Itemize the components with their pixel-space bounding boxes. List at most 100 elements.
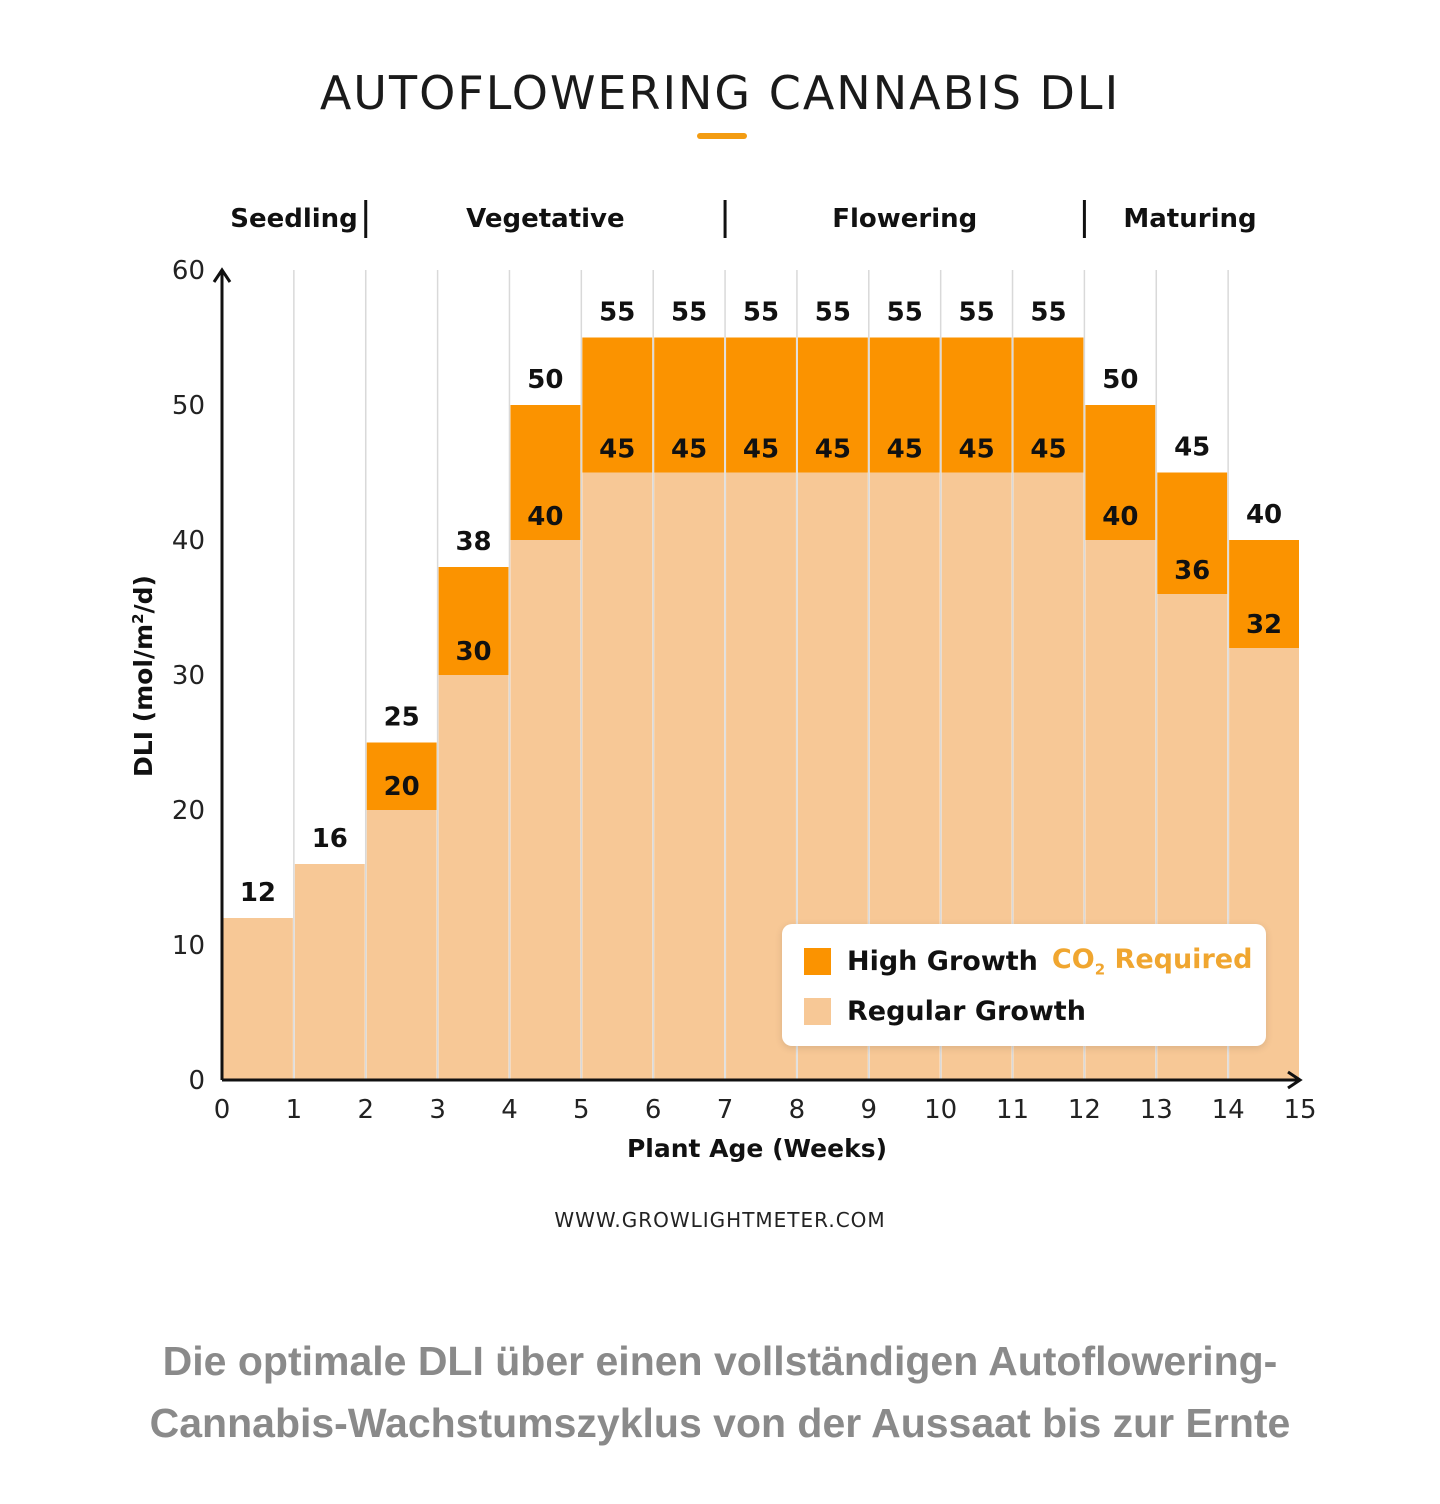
top-value-label: 55 — [815, 298, 851, 328]
bar-high-growth-week-6 — [582, 337, 653, 473]
phase-label-flowering: Flowering — [832, 204, 977, 234]
top-value-label: 55 — [887, 298, 923, 328]
top-value-label: 55 — [671, 298, 707, 328]
top-value-label: 16 — [312, 824, 348, 854]
x-axis-label: Plant Age (Weeks) — [627, 1134, 887, 1163]
y-tick-label: 10 — [172, 931, 205, 961]
y-axis-label: DLI (mol/m2/d) — [129, 575, 158, 777]
x-tick-label: 10 — [924, 1095, 957, 1125]
high-growth-label: High Growth — [847, 945, 1038, 977]
required-text: Required — [1114, 944, 1253, 975]
bar-high-growth-week-14 — [1157, 472, 1228, 594]
x-tick-label: 12 — [1068, 1095, 1101, 1125]
phase-labels: Seedling Vegetative Flowering Maturing — [230, 200, 1257, 238]
title-underline — [697, 133, 747, 139]
bar-high-growth-week-9 — [797, 337, 868, 473]
bar-high-growth-week-11 — [941, 337, 1012, 473]
regular-value-label: 45 — [887, 435, 923, 465]
axes — [212, 267, 1303, 1090]
top-value-label: 12 — [240, 878, 276, 908]
y-tick-label: 30 — [172, 661, 205, 691]
y-tick-label: 50 — [172, 391, 205, 421]
bar-high-growth-week-7 — [654, 337, 725, 473]
co2-subscript: 2 — [1094, 960, 1106, 979]
top-value-label: 50 — [527, 365, 563, 395]
x-tick-label: 13 — [1140, 1095, 1173, 1125]
bar-high-growth-week-3 — [366, 742, 437, 810]
top-value-label: 25 — [384, 703, 420, 733]
bar-regular-growth-week-7 — [654, 472, 725, 1080]
bar-regular-growth-week-3 — [366, 810, 437, 1080]
x-tick-label: 0 — [214, 1095, 231, 1125]
bar-high-growth-week-5 — [510, 405, 581, 540]
y-tick-label: 0 — [188, 1066, 205, 1096]
regular-value-label: 45 — [671, 435, 707, 465]
caption-line-2: Cannabis-Wachstumszyklus von der Aussaat… — [149, 1400, 1291, 1446]
x-tick-label: 3 — [429, 1095, 446, 1125]
regular-value-label: 36 — [1174, 556, 1210, 586]
co2-required-label: CO2 Required — [1052, 944, 1253, 978]
regular-value-label: 45 — [743, 435, 779, 465]
dli-chart: 1216252038305040554555455545554555455545… — [129, 200, 1317, 1163]
top-value-label: 50 — [1102, 365, 1138, 395]
regular-value-label: 40 — [527, 502, 563, 532]
x-tick-label: 9 — [861, 1095, 878, 1125]
y-tick-label: 20 — [172, 796, 205, 826]
x-tick-label: 15 — [1283, 1095, 1316, 1125]
x-tick-label: 1 — [286, 1095, 303, 1125]
legend-item-high-growth: High Growth CO2 Required — [804, 944, 1252, 978]
bar-high-growth-week-12 — [1013, 337, 1084, 473]
caption: Die optimale DLI über einen vollständige… — [0, 1330, 1440, 1454]
website-url: WWW.GROWLIGHTMETER.COM — [554, 1208, 886, 1232]
bar-regular-growth-week-4 — [438, 675, 509, 1080]
phase-label-maturing: Maturing — [1123, 204, 1256, 234]
x-tick-label: 11 — [996, 1095, 1029, 1125]
regular-value-label: 20 — [384, 772, 420, 802]
chart-title: AUTOFLOWERING CANNABIS DLI — [319, 66, 1121, 120]
top-value-label: 55 — [1030, 298, 1066, 328]
top-value-label: 38 — [455, 527, 491, 557]
co2-text: CO — [1051, 944, 1095, 975]
phase-label-seedling: Seedling — [230, 204, 358, 234]
regular-value-label: 32 — [1246, 610, 1282, 640]
bar-regular-growth-week-2 — [294, 864, 365, 1080]
top-value-label: 45 — [1174, 433, 1210, 463]
bar-regular-growth-week-6 — [582, 472, 653, 1080]
regular-value-label: 40 — [1102, 502, 1138, 532]
top-value-label: 40 — [1246, 500, 1282, 530]
bar-high-growth-week-4 — [438, 567, 509, 675]
y-tick-label: 40 — [172, 526, 205, 556]
top-value-label: 55 — [959, 298, 995, 328]
y-tick-label: 60 — [172, 256, 205, 286]
top-value-label: 55 — [743, 298, 779, 328]
x-tick-label: 7 — [717, 1095, 734, 1125]
bar-regular-growth-week-1 — [223, 918, 293, 1080]
bar-high-growth-week-10 — [869, 337, 940, 473]
bar-high-growth-week-15 — [1229, 540, 1299, 648]
regular-growth-swatch — [804, 998, 831, 1025]
x-tick-label: 6 — [645, 1095, 662, 1125]
regular-value-label: 45 — [815, 435, 851, 465]
regular-growth-label: Regular Growth — [847, 996, 1086, 1027]
data-labels: 12 16 25 20 38 30 50 40 55 45 55 45 55 45 55 45 55 45 55 45… — [240, 298, 1282, 909]
y-axis-arrow — [212, 267, 232, 283]
bar-high-growth-week-13 — [1085, 405, 1156, 540]
regular-value-label: 45 — [599, 435, 635, 465]
legend: High Growth CO2 Required Regular Growth — [782, 924, 1266, 1046]
regular-value-label: 45 — [1030, 435, 1066, 465]
x-tick-label: 8 — [789, 1095, 806, 1125]
phase-label-vegetative: Vegetative — [466, 204, 624, 234]
legend-item-regular-growth: Regular Growth — [804, 996, 1086, 1027]
x-tick-label: 14 — [1212, 1095, 1245, 1125]
top-value-label: 55 — [599, 298, 635, 328]
caption-line-1: Die optimale DLI über einen vollständige… — [162, 1338, 1278, 1384]
bar-high-growth-week-8 — [726, 337, 796, 473]
high-growth-swatch — [804, 947, 831, 975]
x-tick-label: 5 — [573, 1095, 590, 1125]
x-tick-label: 4 — [501, 1095, 518, 1125]
bar-regular-growth-week-5 — [510, 540, 581, 1080]
regular-value-label: 30 — [455, 637, 491, 667]
regular-value-label: 45 — [959, 435, 995, 465]
x-axis-arrow — [1287, 1070, 1303, 1090]
